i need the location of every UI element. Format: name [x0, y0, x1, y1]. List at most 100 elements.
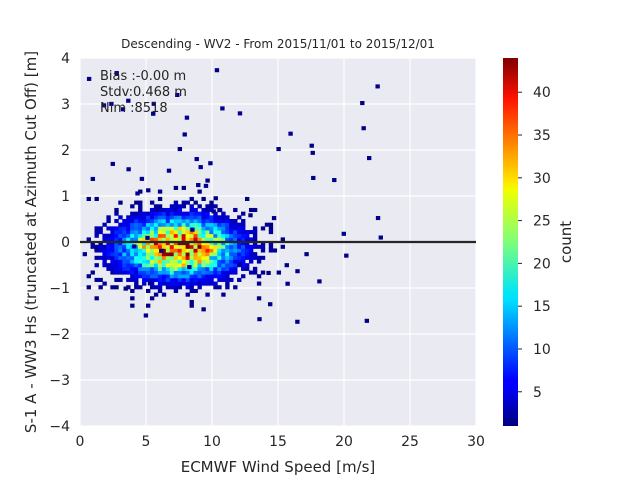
heatmap-cell [138, 204, 143, 209]
heatmap-cell [157, 233, 163, 238]
heatmap-cell [173, 285, 179, 290]
heatmap-cell [118, 230, 123, 235]
heatmap-cell [130, 204, 135, 209]
heatmap-cell [201, 222, 206, 227]
heatmap-cell [233, 207, 238, 213]
heatmap-cell [229, 266, 234, 271]
heatmap-cell [181, 248, 186, 253]
heatmap-cell [189, 270, 194, 275]
heatmap-cell [173, 270, 179, 275]
heatmap-cell [161, 281, 167, 286]
heatmap-cell [256, 244, 262, 249]
heatmap-cell [122, 244, 127, 249]
heatmap-cell [161, 270, 167, 275]
heatmap-cell [149, 200, 155, 205]
heatmap-cell [189, 303, 194, 308]
heatmap-cell [205, 237, 210, 242]
heatmap-cell [165, 277, 171, 282]
heatmap-cell [142, 211, 147, 216]
heatmap-cell [134, 237, 139, 242]
heatmap-cell [237, 237, 242, 242]
heatmap-cell [213, 215, 218, 220]
heatmap-cell [153, 244, 159, 249]
heatmap-cell [185, 219, 190, 224]
heatmap-cell [304, 252, 309, 257]
heatmap-cell [122, 255, 127, 260]
heatmap-cell [205, 255, 210, 260]
heatmap-cell [295, 319, 300, 324]
heatmap-cell [102, 222, 107, 227]
heatmap-cell [229, 255, 234, 260]
heatmap-cell [106, 266, 111, 271]
heatmap-cell [256, 259, 262, 264]
heatmap-cell [98, 226, 103, 231]
heatmap-cell [189, 277, 194, 282]
heatmap-cell [120, 107, 126, 112]
heatmap-cell [157, 252, 163, 257]
heatmap-cell [142, 219, 147, 224]
heatmap-cell [233, 259, 238, 264]
heatmap-cell [149, 237, 155, 242]
heatmap-cell [225, 241, 230, 246]
heatmap-cell [102, 233, 107, 238]
heatmap-cell [205, 219, 210, 224]
heatmap-cell [165, 244, 171, 249]
heatmap-cell [221, 292, 226, 297]
heatmap-cell [126, 215, 131, 220]
heatmap-cell [161, 207, 167, 213]
heatmap-cell [138, 230, 143, 235]
heatmap-cell [143, 313, 149, 318]
heatmap-cell [146, 248, 151, 253]
heatmap-cell [149, 219, 155, 224]
heatmap-cell [173, 288, 179, 293]
heatmap-cell [98, 244, 103, 249]
heatmap-cell [181, 185, 186, 190]
heatmap-cell [237, 255, 242, 260]
heatmap-cell [114, 255, 119, 260]
heatmap-cell [182, 132, 187, 137]
heatmap-cell [169, 248, 175, 253]
heatmap-cell [213, 244, 218, 249]
heatmap-cell [189, 285, 194, 290]
heatmap-cell [165, 255, 171, 260]
heatmap-cell [241, 259, 246, 264]
heatmap-cell [189, 266, 194, 271]
heatmap-cell [126, 167, 131, 172]
heatmap-cell [146, 244, 151, 249]
heatmap-cell [256, 296, 262, 301]
heatmap-cell [209, 274, 214, 279]
heatmap-cell [153, 259, 159, 264]
heatmap-cell [271, 216, 277, 221]
heatmap-cell [169, 270, 175, 275]
heatmap-cell [134, 200, 139, 205]
heatmap-cell [280, 244, 285, 249]
heatmap-cell [177, 215, 183, 220]
heatmap-cell [118, 255, 123, 260]
heatmap-cell [197, 230, 202, 235]
heatmap-cell [169, 281, 175, 286]
heatmap-cell [142, 248, 147, 253]
heatmap-cell [110, 270, 115, 275]
heatmap-cell [130, 259, 135, 264]
heatmap-cell [138, 207, 143, 213]
heatmap-cell [149, 277, 155, 282]
heatmap-cell [268, 230, 274, 235]
heatmap-cell [165, 285, 171, 290]
heatmap-cell [134, 274, 139, 279]
heatmap-cell [344, 253, 349, 258]
heatmap-cell [221, 226, 226, 231]
heatmap-cell [201, 307, 206, 312]
heatmap-cell [268, 226, 274, 231]
heatmap-cell [177, 274, 183, 279]
heatmap-cell [157, 189, 163, 194]
heatmap-cell [169, 207, 175, 213]
heatmap-cell [177, 233, 183, 238]
heatmap-cell [221, 233, 226, 238]
heatmap-cell [193, 215, 198, 220]
heatmap-cell [221, 215, 226, 220]
heatmap-cell [252, 233, 258, 238]
heatmap-cell [197, 248, 202, 253]
heatmap-cell [185, 226, 190, 231]
heatmap-cell [114, 248, 119, 253]
